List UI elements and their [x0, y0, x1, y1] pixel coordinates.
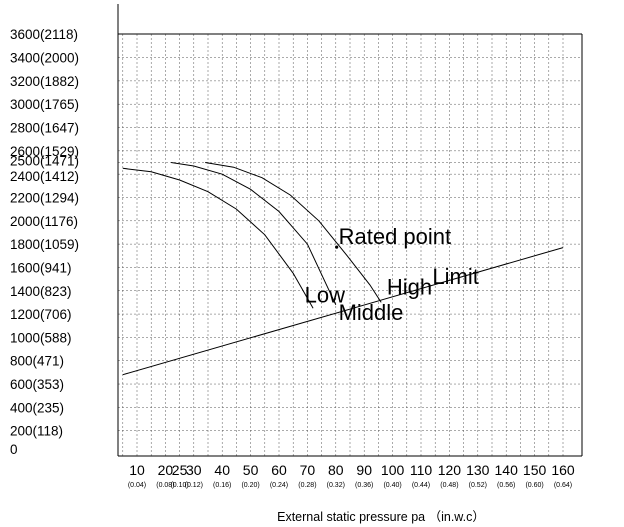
- x-tick-sublabel: (0.24): [270, 482, 288, 489]
- y-tick-label: 3200(1882): [10, 74, 79, 89]
- y-tick-label: 600(353): [10, 377, 64, 392]
- x-tick-sublabel: (0.08): [156, 482, 174, 489]
- x-tick-label: 30: [186, 462, 202, 478]
- x-tick-label: 10: [129, 462, 145, 478]
- y-tick-label: 400(235): [10, 400, 64, 415]
- rated-point-marker: [335, 245, 339, 249]
- curve-middle: [171, 162, 337, 306]
- y-tick-label: 1400(823): [10, 284, 72, 299]
- x-tick-label: 130: [466, 462, 490, 478]
- x-tick-sublabel: (0.64): [554, 482, 572, 489]
- curve-high: [205, 162, 382, 303]
- annotation-rated-point: Rated point: [339, 224, 452, 249]
- y-tick-label: 3000(1765): [10, 97, 79, 112]
- annotation-low: Low: [305, 282, 345, 307]
- x-tick-label: 50: [243, 462, 259, 478]
- x-tick-label: 90: [356, 462, 372, 478]
- x-tick-label: 80: [328, 462, 344, 478]
- y-tick-label: 2000(1176): [10, 214, 78, 229]
- x-tick-label: 40: [214, 462, 230, 478]
- y-tick-label: 200(118): [10, 424, 63, 439]
- curve-low: [122, 167, 314, 309]
- x-tick-sublabel: (0.44): [412, 482, 430, 489]
- y-tick-label: 0: [10, 442, 18, 457]
- y-tick-label: 1600(941): [10, 260, 72, 275]
- x-tick-sublabel: (0.60): [525, 482, 543, 489]
- y-tick-label: 3600(2118): [10, 27, 78, 42]
- curve-limit: [122, 247, 564, 376]
- x-axis-title: External static pressure pa （in.w.c）: [277, 510, 485, 524]
- x-tick-sublabel: (0.16): [213, 482, 231, 489]
- y-tick-label: 1800(1059): [10, 237, 79, 252]
- x-tick-label: 100: [381, 462, 405, 478]
- x-tick-sublabel: (0.20): [241, 482, 259, 489]
- y-tick-label: 2600(1529): [10, 144, 79, 159]
- x-tick-label: 160: [551, 462, 575, 478]
- y-tick-label: 2800(1647): [10, 121, 79, 136]
- annotation-middle: Middle: [339, 300, 404, 325]
- x-tick-label: 70: [300, 462, 316, 478]
- y-tick-label: 2500(1471): [10, 154, 79, 169]
- x-tick-label: 25: [172, 462, 188, 478]
- y-tick-label: 800(471): [10, 354, 64, 369]
- x-tick-label: 150: [523, 462, 547, 478]
- annotation-high: High: [387, 274, 432, 299]
- x-tick-sublabel: (0.12): [185, 482, 203, 489]
- x-tick-sublabel: (0.28): [298, 482, 316, 489]
- x-tick-label: 20: [158, 462, 174, 478]
- x-tick-sublabel: (0.36): [355, 482, 373, 489]
- y-tick-label: 1200(706): [10, 307, 72, 322]
- y-tick-labels: 0 200(118) 400(235) 600(353) 800(471) 1000(58…: [10, 27, 79, 457]
- x-tick-label: 140: [495, 462, 519, 478]
- annotation-limit: Limit: [432, 264, 478, 289]
- x-tick-sublabel: (0.52): [469, 482, 487, 489]
- x-tick-sublabel: (0.48): [440, 482, 458, 489]
- x-tick-sublabel: (0.10): [170, 482, 188, 489]
- curve-layer: [122, 162, 564, 376]
- x-tick-sublabel: (0.32): [327, 482, 345, 489]
- x-tick-label: 60: [271, 462, 287, 478]
- y-tick-label: 2400(1412): [10, 169, 79, 184]
- x-tick-label: 110: [410, 462, 433, 478]
- y-tick-label: 3400(2000): [10, 51, 79, 66]
- x-tick-labels: 10 (0.04) 20 (0.08) 25 (0.10) 30 (0.12) 40 (0.16)…: [128, 462, 575, 489]
- y-tick-label: 1000(588): [10, 330, 72, 345]
- x-tick-label: 120: [438, 462, 462, 478]
- y-tick-label: 2200(1294): [10, 191, 79, 206]
- x-tick-sublabel: (0.04): [128, 482, 146, 489]
- x-tick-sublabel: (0.56): [497, 482, 515, 489]
- x-tick-sublabel: (0.40): [383, 482, 401, 489]
- plot-frame: [117, 4, 583, 457]
